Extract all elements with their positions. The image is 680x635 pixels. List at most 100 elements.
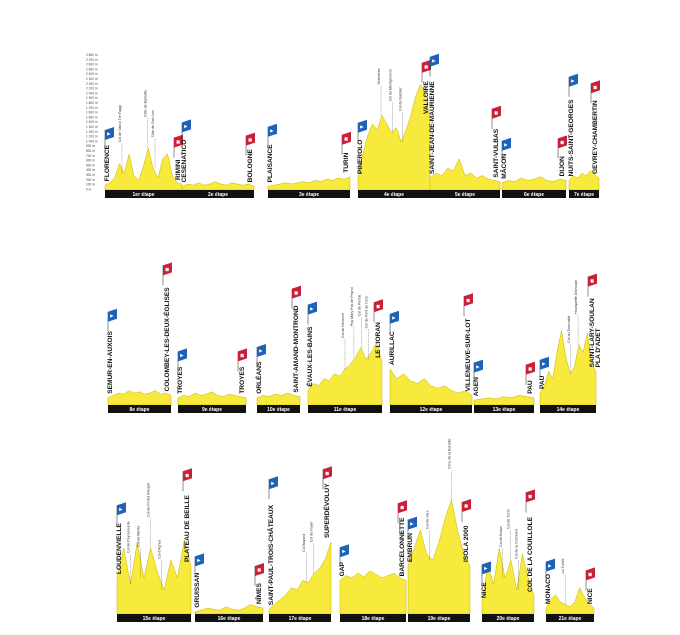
y-axis-tick-label: 1 000 m xyxy=(86,139,98,143)
start-town-label: MÂCON xyxy=(499,154,508,179)
finish-checker-icon: ▦ xyxy=(464,503,468,508)
stage-number-label: 2e étape xyxy=(208,192,228,198)
finish-checker-icon: ▦ xyxy=(593,84,597,89)
finish-checker-icon: ▦ xyxy=(257,567,261,572)
finish-town-label: SUPERDÉVOLUY xyxy=(322,483,331,538)
finish-flag-icon xyxy=(462,499,471,512)
climb-name-label: Côte de Barbotto xyxy=(143,90,147,117)
stage-elevation-profile xyxy=(177,391,247,406)
climb-name-label: Cime de la Bonette xyxy=(447,438,451,469)
stage-label-bar xyxy=(108,405,171,413)
start-town-label: NUITS-SAINT-GEORGES xyxy=(568,99,575,177)
y-axis-tick-label: 900 m xyxy=(86,144,95,148)
start-town-label: MONACO xyxy=(545,574,552,604)
stage-elevation-profile xyxy=(107,390,172,406)
y-axis-tick-label: 100 m xyxy=(86,183,95,187)
start-town-label: FLORENCE xyxy=(104,144,111,181)
y-axis-tick-label: 1 200 m xyxy=(86,130,98,134)
start-flag-icon xyxy=(546,558,555,572)
y-axis-tick-label: 1 600 m xyxy=(86,111,98,115)
start-arrow-icon: ▶ xyxy=(270,480,275,485)
finish-flag-icon xyxy=(558,135,567,149)
climb-name-label: Sestrières xyxy=(377,68,381,84)
stage-number-label: 14e étape xyxy=(557,407,580,413)
stage-label-bar xyxy=(308,405,382,413)
climb-name-label: Hourquette d'Ancizan xyxy=(574,280,578,314)
finish-checker-icon: ▦ xyxy=(424,64,428,69)
start-flag-icon xyxy=(269,476,278,490)
start-arrow-icon: ▶ xyxy=(179,353,184,358)
stage-label-bar xyxy=(569,190,599,198)
stage-label-bar xyxy=(502,190,566,198)
stage-label-bar xyxy=(408,614,470,622)
stage-number-label: 13e étape xyxy=(493,407,516,413)
finish-town-label: LE LIORAN xyxy=(375,322,382,358)
start-arrow-icon: ▶ xyxy=(391,315,396,320)
start-flag-icon xyxy=(195,553,204,567)
finish-town-label: VILLENEUVE-SUR-LOT xyxy=(465,318,472,391)
stage-elevation-profile xyxy=(539,330,597,406)
start-arrow-icon: ▶ xyxy=(258,348,263,353)
finish-town-label: TURIN xyxy=(343,152,350,172)
finish-checker-icon: ▦ xyxy=(248,137,252,142)
start-flag-icon xyxy=(178,348,187,362)
finish-flag-icon xyxy=(342,131,351,145)
climb-name-label: Col de Menté xyxy=(137,526,141,547)
stage-label-bar xyxy=(430,190,500,198)
finish-checker-icon: ▦ xyxy=(344,136,348,141)
start-town-label: AURILLAC xyxy=(389,331,396,365)
finish-checker-icon: ▦ xyxy=(185,472,189,477)
y-axis-tick-label: 1 300 m xyxy=(86,125,98,129)
stage-elevation-profile xyxy=(194,604,264,615)
finish-flag-icon xyxy=(591,80,600,94)
start-flag-icon xyxy=(358,119,367,133)
stage-elevation-profile xyxy=(407,499,471,615)
stage-label-bar xyxy=(482,614,534,622)
climb-name-label: Col de Font de Cère xyxy=(365,296,369,328)
start-town-label: LOUDENVIELLE xyxy=(116,522,123,574)
finish-town-label: SAINT-LARY-SOULAN xyxy=(589,298,596,367)
finish-town-label: VALLOIRE xyxy=(423,81,430,114)
start-town-label: SAINT-PAUL-TROIS-CHÂTEAUX xyxy=(266,504,275,605)
climb-name-label: Col de Pertus xyxy=(357,294,361,316)
start-arrow-icon: ▶ xyxy=(570,78,575,83)
y-axis-tick-label: 2 100 m xyxy=(86,87,98,91)
y-axis-tick-label: 1 100 m xyxy=(86,135,98,139)
stage-label-bar xyxy=(178,405,246,413)
climb-name-label: Col de Braus xyxy=(499,526,503,547)
finish-town-label: BARCELONNETTE xyxy=(399,517,406,577)
climb-name-label: Col du Galibier xyxy=(399,86,403,111)
finish-checker-icon: ▦ xyxy=(325,470,329,475)
climb-name-label: Col de Turini xyxy=(507,509,511,529)
finish-flag-icon xyxy=(163,262,172,276)
start-flag-icon xyxy=(108,308,117,322)
finish-flag-icon xyxy=(183,468,192,482)
finish-town-label: SAINT-VULBAS xyxy=(493,128,500,177)
finish-flag-icon xyxy=(255,563,264,576)
stage-elevation-profile xyxy=(429,158,501,191)
stage-elevation-profile xyxy=(357,83,431,191)
finish-flag-icon xyxy=(422,59,431,73)
start-arrow-icon: ▶ xyxy=(483,566,488,571)
climb-name-label: Côte de San Leo xyxy=(151,110,155,137)
climb-name-label: Col de Vars xyxy=(426,510,430,529)
stage-label-bar xyxy=(117,614,191,622)
start-flag-icon xyxy=(569,73,578,87)
finish-flag-icon xyxy=(238,348,247,362)
stage-number-label: 19e étape xyxy=(428,616,451,622)
finish-town-label: BOLOGNE xyxy=(247,148,254,182)
stage-elevation-profile xyxy=(568,170,600,191)
finish-flag-icon xyxy=(526,489,535,503)
start-town-label: GAP xyxy=(339,562,346,577)
stage-label-bar xyxy=(390,405,472,413)
start-flag-icon xyxy=(408,516,417,530)
finish-flag-icon xyxy=(292,285,301,299)
y-axis-tick-label: 1 700 m xyxy=(86,106,98,110)
stage-number-label: 6e étape xyxy=(524,192,544,198)
finish-town-suffix-label: PLA D'ADET xyxy=(595,328,602,367)
climb-name-label: Col du Montgenèvre xyxy=(389,69,393,101)
finish-town-label: SAINT-AMAND-MONTROND xyxy=(293,305,300,392)
stage-elevation-profile xyxy=(545,586,595,615)
finish-town-label: PLATEAU DE BEILLE xyxy=(184,494,191,562)
